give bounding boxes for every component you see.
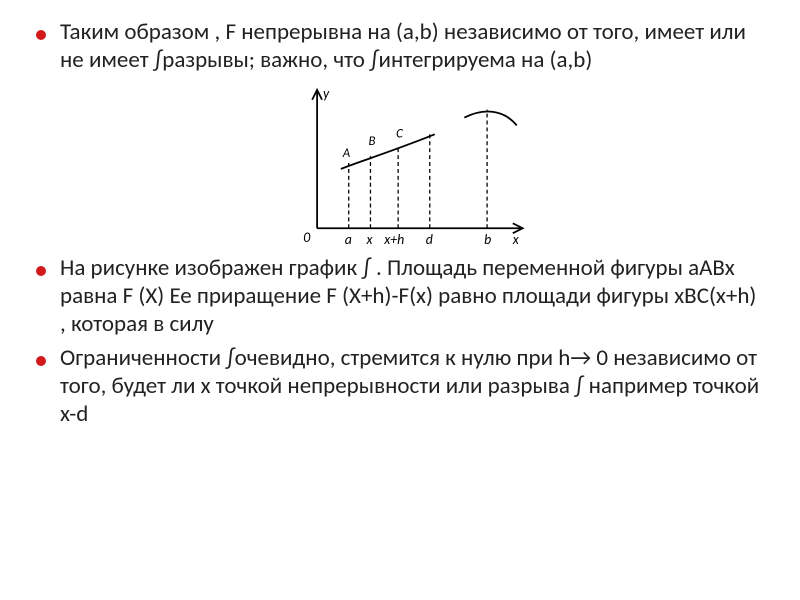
bullet-dot-icon xyxy=(36,30,46,40)
bullet-text-2: На рисунке изображен график ∫ . Площадь … xyxy=(60,254,756,338)
bullet-text-3: Ограниченности ∫очевидно, стремится к ну… xyxy=(60,344,759,428)
tick-b: b xyxy=(484,231,491,248)
label-C: C xyxy=(396,126,403,141)
curve-right xyxy=(464,112,516,126)
bullet-paragraph-3: Ограниченности ∫очевидно, стремится к ну… xyxy=(60,344,760,428)
label-B: B xyxy=(368,134,375,149)
label-origin: 0 xyxy=(303,229,311,246)
label-x-axis: x xyxy=(512,231,520,248)
tick-x: x xyxy=(366,231,374,248)
bullet-dot-icon xyxy=(36,266,46,276)
bullet-paragraph-1: Таким образом , F непрерывна на (a,b) не… xyxy=(60,18,760,74)
bullet-dot-icon xyxy=(36,356,46,366)
tick-xh: x+h xyxy=(383,231,404,248)
bullet-paragraph-2: На рисунке изображен график ∫ . Площадь … xyxy=(60,254,760,338)
tick-d: d xyxy=(426,231,433,248)
bullet-text-1: Таким образом , F непрерывна на (a,b) не… xyxy=(60,18,746,74)
graph-container: A B C y 0 x a x x+h d b xyxy=(60,80,760,250)
curve-left xyxy=(341,134,435,169)
integral-graph: A B C y 0 x a x x+h d b xyxy=(290,80,530,250)
label-y-axis: y xyxy=(323,85,330,102)
tick-a: a xyxy=(345,231,352,248)
label-A: A xyxy=(342,146,351,161)
